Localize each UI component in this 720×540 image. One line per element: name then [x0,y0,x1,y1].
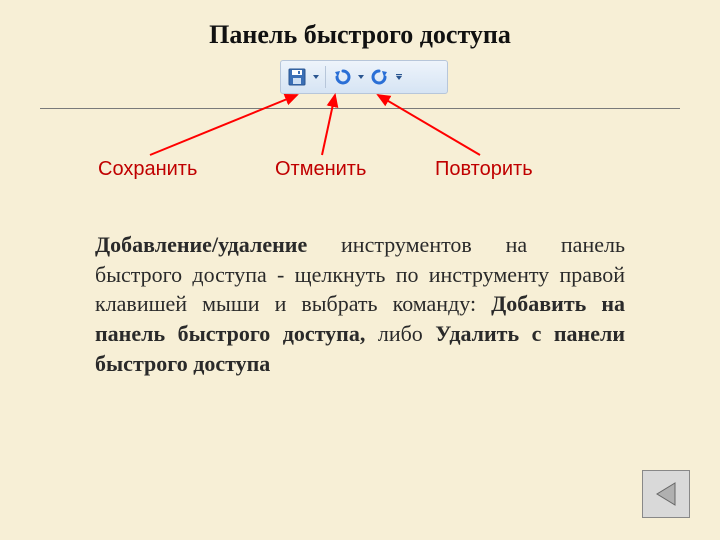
save-button[interactable] [285,65,309,89]
body-seg-3: либо [365,321,435,346]
label-save: Сохранить [98,158,197,181]
label-redo: Повторить [435,158,533,181]
customize-dropdown[interactable] [394,65,404,89]
chevron-down-icon [312,73,320,81]
page-title: Панель быстрого доступа [0,20,720,50]
arrow-undo [322,95,335,155]
label-undo: Отменить [275,158,366,181]
undo-button[interactable] [330,65,354,89]
redo-icon [370,68,390,86]
horizontal-rule [40,108,680,109]
save-dropdown[interactable] [311,65,321,89]
prev-slide-button[interactable] [642,470,690,518]
callout-arrows [0,90,720,160]
chevron-down-icon [357,73,365,81]
body-paragraph: Добавление/удаление инструментов на пане… [95,230,625,378]
body-seg-0: Добавление/удаление [95,232,307,257]
slide: Панель быстрого доступа [0,0,720,540]
arrow-save [150,95,297,155]
undo-dropdown[interactable] [356,65,366,89]
triangle-left-icon [651,479,681,509]
chevron-down-icon [395,73,403,81]
undo-icon [332,68,352,86]
redo-button[interactable] [368,65,392,89]
quick-access-toolbar [280,60,448,94]
save-icon [288,68,306,86]
toolbar-separator [325,66,326,88]
arrow-redo [378,95,480,155]
